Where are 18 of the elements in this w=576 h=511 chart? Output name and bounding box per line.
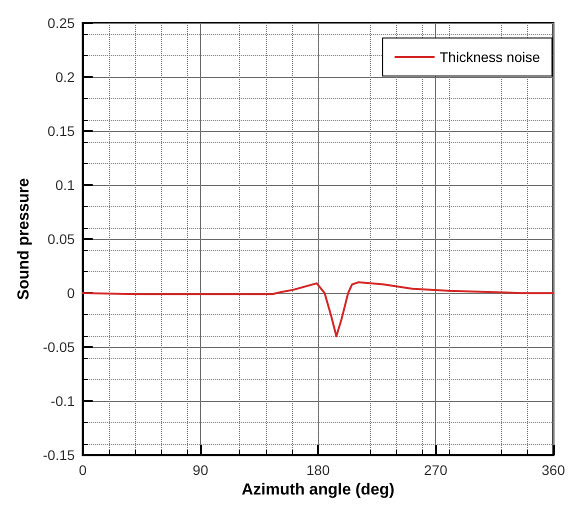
x-tick-label: 90	[192, 462, 208, 478]
y-tick-label: 0.2	[55, 69, 76, 86]
y-tick-label: -0.1	[50, 393, 76, 410]
x-tick-label: 180	[306, 462, 330, 478]
line-series	[82, 281, 554, 338]
y-tick-label: 0.25	[48, 15, 76, 31]
y-tick-label: 0	[67, 285, 76, 302]
y-axis-title: Sound pressure	[16, 178, 32, 300]
legend-label: Thickness noise	[440, 49, 540, 65]
x-axis-title: Azimuth angle (deg)	[242, 482, 395, 498]
y-tick-label: 0.1	[55, 177, 76, 194]
x-tick-label: 0	[78, 462, 87, 478]
y-tick-label: -0.15	[42, 447, 76, 464]
y-tick-label: -0.05	[42, 339, 76, 356]
x-tick-label: 270	[424, 462, 448, 478]
x-tick-label: 360	[542, 462, 566, 478]
y-tick-label: 0.15	[48, 123, 76, 140]
y-tick-label: 0.05	[48, 231, 76, 248]
